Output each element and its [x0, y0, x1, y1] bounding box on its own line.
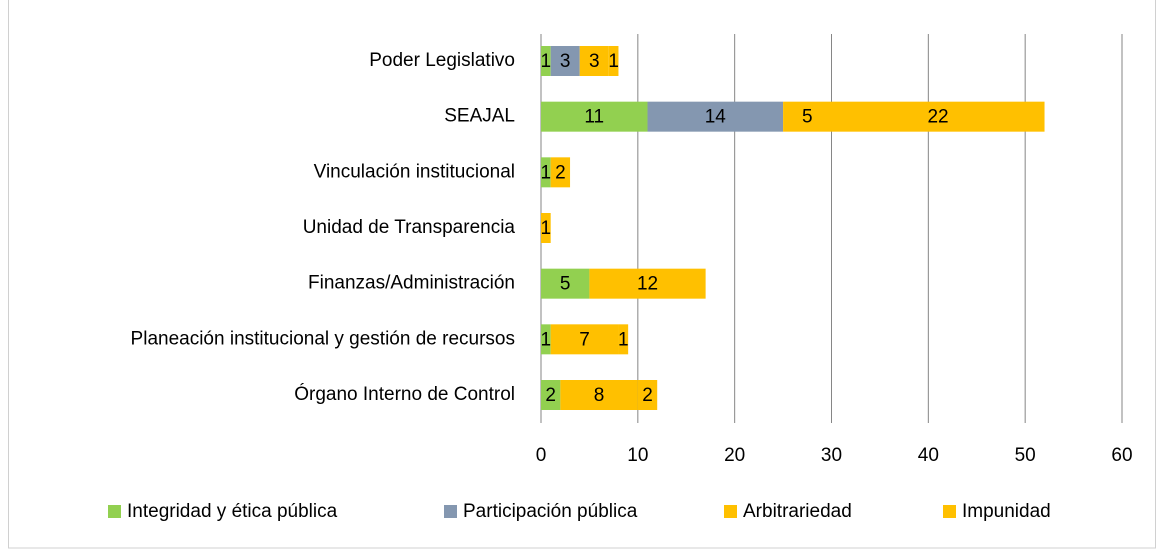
data-label: 5 [560, 274, 571, 295]
data-label: 2 [545, 385, 556, 406]
x-tick-label: 20 [724, 445, 745, 466]
bar-segment [541, 213, 551, 243]
data-label: 1 [541, 329, 552, 350]
bar-segment [618, 324, 629, 355]
data-label: 8 [594, 385, 605, 406]
category-label: Vinculación institucional [314, 161, 515, 182]
legend-label: Arbitrariedad [743, 501, 852, 522]
x-tick-label: 50 [1015, 445, 1036, 466]
data-label: 1 [541, 162, 552, 183]
data-label: 2 [642, 385, 653, 406]
bar-segment [831, 101, 1045, 132]
data-label: 7 [579, 329, 590, 350]
legend-swatch [724, 505, 737, 518]
bar-segment [541, 46, 551, 76]
legend-label: Integridad y ética pública [127, 501, 338, 522]
legend-swatch [943, 505, 956, 518]
data-label: 14 [705, 107, 727, 128]
data-label: 3 [560, 51, 571, 72]
data-label: 12 [637, 274, 658, 295]
data-label: 5 [802, 107, 813, 128]
bar-segment [589, 268, 706, 299]
bar-segment [541, 268, 590, 299]
category-label: Finanzas/Administración [308, 273, 515, 294]
bar-segment [541, 101, 648, 132]
data-label: 1 [618, 329, 629, 350]
bar-segment [541, 324, 551, 355]
legend-swatch [444, 505, 457, 518]
bar-segment [608, 46, 619, 76]
data-label: 1 [541, 218, 552, 239]
bar-segment [783, 101, 832, 132]
legend-label: Participación pública [463, 501, 638, 522]
category-label: SEAJAL [444, 106, 515, 127]
bar-segment [550, 324, 619, 355]
bar-segment [541, 157, 551, 188]
bar-segment [637, 380, 658, 410]
data-label: 11 [584, 107, 604, 128]
x-tick-label: 30 [821, 445, 842, 466]
category-label: Unidad de Transparencia [303, 217, 516, 238]
data-label: 3 [589, 51, 600, 72]
data-label: 1 [608, 51, 619, 72]
x-tick-label: 0 [536, 445, 547, 466]
category-label: Órgano Interno de Control [294, 383, 515, 405]
bar-segment [550, 157, 571, 188]
data-label: 1 [541, 51, 552, 72]
legend-swatch [108, 505, 121, 518]
data-label: 2 [555, 162, 566, 183]
bar-segment [579, 46, 609, 76]
category-label: Poder Legislativo [369, 50, 515, 71]
x-tick-label: 40 [918, 445, 939, 466]
bar-segment [541, 380, 561, 410]
data-label: 22 [927, 107, 948, 128]
legend-label: Impunidad [962, 501, 1051, 522]
bar-segment [550, 46, 580, 76]
bar-segment [647, 101, 784, 132]
x-tick-label: 10 [627, 445, 648, 466]
bar-segment [560, 380, 638, 410]
category-label: Planeación institucional y gestión de re… [131, 328, 515, 349]
x-tick-label: 60 [1111, 445, 1132, 466]
